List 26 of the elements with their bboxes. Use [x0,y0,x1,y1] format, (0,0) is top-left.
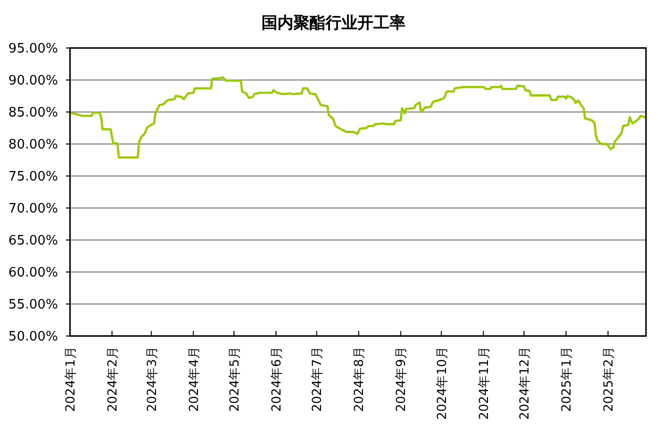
y-tick-label: 85.00% [8,106,58,120]
x-tick-label: 2025年1月 [558,346,574,412]
x-tick-label: 2024年4月 [186,346,201,412]
y-tick-label: 90.00% [8,74,58,88]
y-tick-label: 65.00% [8,234,58,248]
x-tick-label: 2024年9月 [393,346,408,412]
x-tick-label: 2024年12月 [516,346,532,420]
x-tick-label: 2024年1月 [62,346,78,412]
chart-title: 国内聚酯行业开工率 [262,13,406,32]
x-tick-label: 2024年10月 [434,346,449,420]
y-tick-label: 75.00% [8,170,58,184]
x-tick-label: 2024年6月 [268,346,284,412]
x-tick-label: 2025年2月 [600,346,616,412]
y-tick-label: 50.00% [8,330,58,344]
x-tick-label: 2024年2月 [104,346,120,412]
y-tick-label: 55.00% [8,298,58,312]
x-tick-label: 2024年5月 [226,346,242,412]
x-tick-label: 2024年8月 [351,346,366,412]
x-tick-label: 2024年7月 [309,346,324,412]
y-tick-label: 95.00% [8,42,58,56]
y-tick-label: 80.00% [8,138,58,152]
x-tick-label: 2024年3月 [144,346,159,412]
y-tick-label: 70.00% [8,202,58,216]
line-series [68,76,646,159]
x-tick-label: 2024年11月 [476,346,491,420]
y-tick-label: 60.00% [8,266,58,280]
